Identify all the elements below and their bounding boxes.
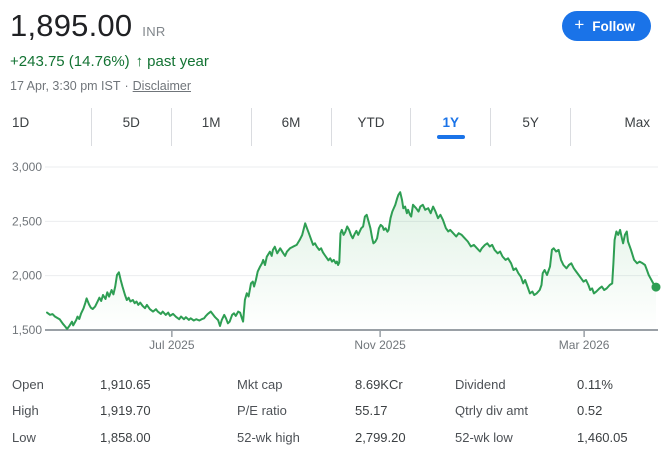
stat-value: 2,799.20 [355,429,406,445]
stat-label: Dividend [455,376,506,392]
price-chart-svg: 1,500 2,000 2,500 3,000 Jul 2025 Nov 2025 Mar… [12,160,661,352]
dot-separator: · [124,79,129,93]
stat-row: Open 1,910.65 [12,371,224,398]
chart-line [46,191,657,330]
stat-label: Low [12,429,36,445]
x-axis-label: Mar 2026 [559,338,610,352]
stat-value: 0.11% [577,376,613,392]
currency-label: INR [142,24,166,39]
y-axis-labels: 1,500 2,000 2,500 3,000 [12,160,42,337]
y-axis-label: 2,500 [12,214,42,228]
quote-header: 1,895.00 INR +243.75 (14.76%) ↑ past year … [10,8,652,93]
y-axis-label: 3,000 [12,160,42,174]
y-axis-label: 1,500 [12,323,42,337]
price-chart[interactable]: 1,500 2,000 2,500 3,000 Jul 2025 Nov 2025 Mar… [0,150,662,360]
change-amount: +243.75 (14.76%) [10,53,130,70]
stat-label: High [12,403,39,419]
stats-column: Dividend 0.11% Qtrly div amt 0.52 52-wk low 1… [455,371,651,451]
tab-label: 1M [201,115,221,130]
tab-5d[interactable]: 5D [90,108,171,146]
stat-value: 1,858.00 [100,429,151,445]
stat-value: 1,910.65 [100,376,151,392]
stat-value: 1,460.05 [577,429,628,445]
tab-max[interactable]: Max [570,108,662,146]
plus-icon: + [574,15,585,34]
follow-button[interactable]: + Follow [562,11,651,41]
stat-label: Mkt cap [237,376,283,392]
stat-row: 52-wk low 1,460.05 [455,424,651,451]
y-axis-label: 2,000 [12,269,42,283]
tab-1m[interactable]: 1M [170,108,251,146]
arrow-up-icon: ↑ [135,53,144,70]
stat-row: 52-wk high 2,799.20 [237,424,442,451]
stat-label: 52-wk low [455,429,513,445]
tab-label: 1Y [442,115,460,130]
tab-label: 6M [281,115,301,130]
change-period: past year [147,53,209,70]
x-axis-ticks [171,330,585,337]
tab-label: Max [624,115,650,130]
stat-row: Low 1,858.00 [12,424,224,451]
stats-column: Open 1,910.65 High 1,919.70 Low 1,858.00 [12,371,224,451]
tab-5y[interactable]: 5Y [490,108,570,146]
selected-tab-indicator [436,135,465,139]
chart-end-dot [651,282,661,292]
tab-label: YTD [357,115,385,130]
range-tab-bar: 1D 5D 1M 6M YTD 1Y 5Y Max [0,108,662,146]
tab-label: 5D [122,115,140,130]
price-row: 1,895.00 INR [10,8,652,44]
stat-value: 1,919.70 [100,403,151,419]
tab-1y[interactable]: 1Y [410,108,490,146]
x-axis-labels: Jul 2025 Nov 2025 Mar 2026 [149,338,610,352]
tab-6m[interactable]: 6M [250,108,331,146]
tab-1d[interactable]: 1D [0,108,91,146]
stat-value: 55.17 [355,403,388,419]
price-change: +243.75 (14.76%) ↑ past year [10,53,652,70]
stat-row: Qtrly div amt 0.52 [455,398,651,425]
tab-ytd[interactable]: YTD [330,108,411,146]
x-axis-label: Nov 2025 [354,338,406,352]
disclaimer-link[interactable]: Disclaimer [132,79,191,93]
stat-label: P/E ratio [237,403,287,419]
timestamp: 17 Apr, 3:30 pm IST [10,79,121,93]
tab-label: 5Y [522,115,539,130]
x-axis-label: Jul 2025 [149,338,195,352]
price-value: 1,895.00 [10,8,133,43]
stat-row: P/E ratio 55.17 [237,398,442,425]
quote-meta: 17 Apr, 3:30 pm IST · Disclaimer [10,79,652,93]
stat-value: 0.52 [577,403,603,419]
stat-label: 52-wk high [237,429,300,445]
stat-row: High 1,919.70 [12,398,224,425]
stat-value: 8.69KCr [355,376,403,392]
stat-row: Dividend 0.11% [455,371,651,398]
tab-label: 1D [12,115,30,130]
stat-label: Open [12,376,44,392]
stat-row: Mkt cap 8.69KCr [237,371,442,398]
follow-label: Follow [592,18,635,34]
stat-label: Qtrly div amt [455,403,528,419]
chart-area-fill [47,192,656,330]
stats-column: Mkt cap 8.69KCr P/E ratio 55.17 52-wk high 2,… [237,371,442,451]
